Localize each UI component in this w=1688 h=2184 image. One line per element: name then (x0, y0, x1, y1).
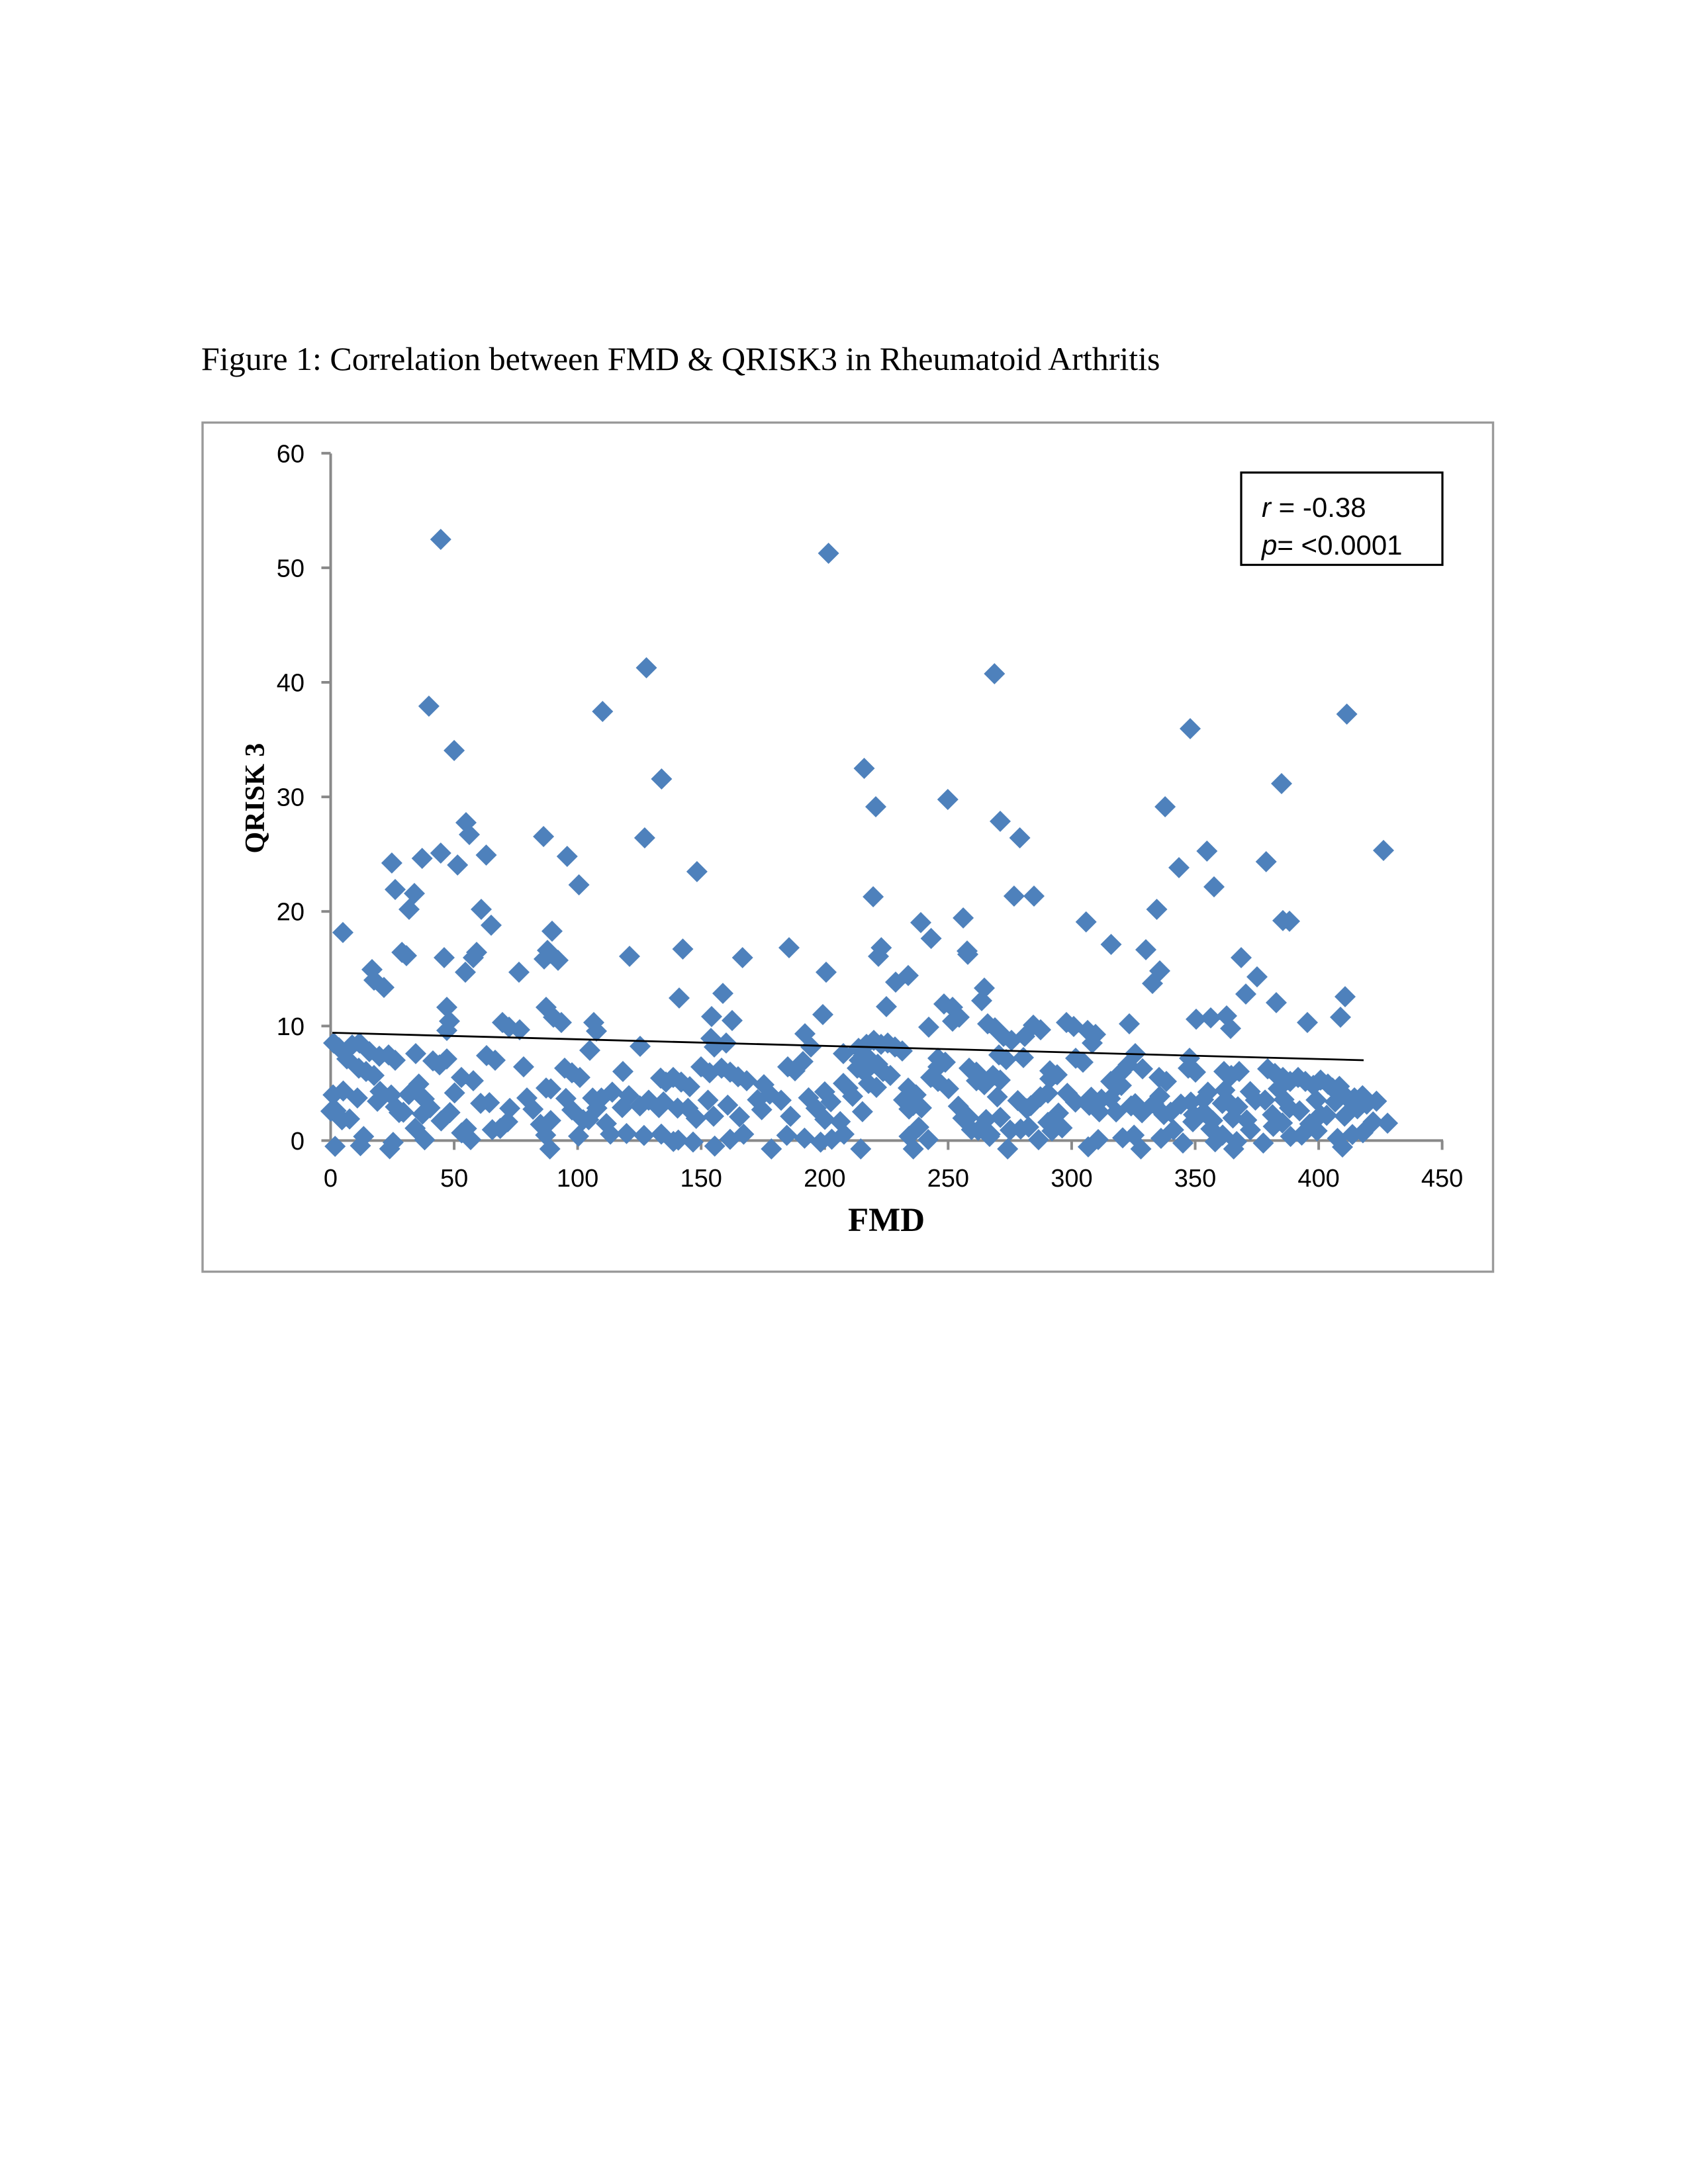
svg-text:400: 400 (1297, 1165, 1339, 1193)
svg-text:30: 30 (277, 784, 305, 812)
svg-text:QRISK 3: QRISK 3 (240, 743, 271, 854)
svg-text:50: 50 (277, 555, 305, 582)
svg-text:p= <0.0001: p= <0.0001 (1260, 529, 1403, 561)
svg-text:250: 250 (927, 1165, 969, 1193)
svg-text:450: 450 (1421, 1165, 1463, 1193)
svg-text:FMD: FMD (848, 1202, 925, 1239)
svg-text:350: 350 (1174, 1165, 1216, 1193)
svg-text:60: 60 (277, 440, 305, 468)
svg-text:r = -0.38: r = -0.38 (1262, 492, 1366, 523)
svg-text:100: 100 (557, 1165, 598, 1193)
svg-text:150: 150 (680, 1165, 722, 1193)
svg-text:300: 300 (1051, 1165, 1092, 1193)
svg-text:0: 0 (324, 1165, 338, 1193)
svg-text:200: 200 (804, 1165, 845, 1193)
svg-text:20: 20 (277, 899, 305, 927)
svg-text:10: 10 (277, 1013, 305, 1041)
svg-text:40: 40 (277, 670, 305, 698)
svg-text:50: 50 (440, 1165, 468, 1193)
svg-text:0: 0 (291, 1128, 305, 1156)
svg-text:Figure 1: Correlation between: Figure 1: Correlation between FMD & QRIS… (201, 340, 1160, 377)
